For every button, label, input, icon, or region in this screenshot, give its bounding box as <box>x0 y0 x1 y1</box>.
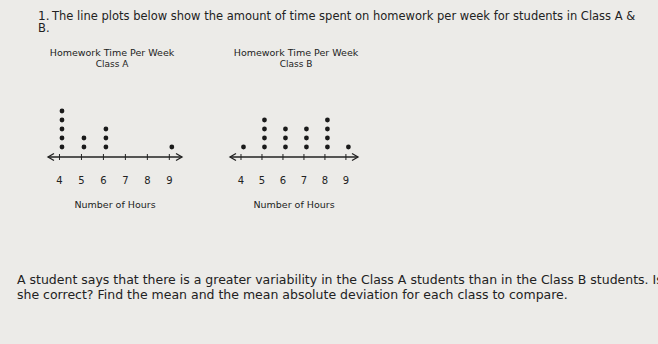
chart-title: Homework Time Per Week <box>50 47 175 58</box>
axis-line <box>48 156 182 157</box>
tick: 9 <box>343 154 349 186</box>
tick-label: 9 <box>166 175 172 186</box>
tick-mark <box>261 154 262 160</box>
tick: 9 <box>166 154 172 186</box>
tick-label: 6 <box>280 175 286 186</box>
dots <box>60 109 175 150</box>
tick-mark <box>103 154 104 160</box>
dot <box>325 136 330 141</box>
dot <box>241 145 246 150</box>
x-axis: 4 5 6 7 8 9 <box>48 154 182 186</box>
tick-mark <box>303 154 304 160</box>
dot <box>262 136 267 141</box>
tick-mark <box>345 154 346 160</box>
dot <box>304 127 309 132</box>
tick-mark <box>169 154 170 160</box>
dot <box>104 127 109 132</box>
dots <box>241 118 351 150</box>
dot <box>60 127 65 132</box>
tick-label: 7 <box>122 175 128 186</box>
dot <box>60 118 65 123</box>
tick: 6 <box>100 154 106 186</box>
dot <box>262 127 267 132</box>
dot <box>169 145 174 150</box>
question-line: she correct? Find the mean and the mean … <box>17 287 568 302</box>
tick: 5 <box>78 154 84 186</box>
tick: 4 <box>238 154 244 186</box>
axis-arrow <box>176 154 182 161</box>
dot <box>60 136 65 141</box>
tick-mark <box>125 154 126 160</box>
dot <box>283 145 288 150</box>
dot <box>60 145 65 150</box>
tick-mark <box>59 154 60 160</box>
dot <box>82 145 87 150</box>
question-line: A student says that there is a greater v… <box>17 272 658 287</box>
tick-label: 7 <box>301 175 307 186</box>
dot <box>262 118 267 123</box>
paper <box>0 0 658 344</box>
axis-arrow <box>352 154 358 161</box>
tick: 8 <box>322 154 328 186</box>
dot <box>104 145 109 150</box>
header-line: B. <box>38 21 50 35</box>
dot <box>325 145 330 150</box>
tick-label: 5 <box>259 175 265 186</box>
tick-label: 4 <box>238 175 244 186</box>
axis-arrow <box>230 154 236 161</box>
dot <box>325 118 330 123</box>
tick-mark <box>81 154 82 160</box>
tick-mark <box>147 154 148 160</box>
axis-arrow <box>48 154 54 161</box>
dot <box>60 109 65 114</box>
tick: 8 <box>144 154 150 186</box>
dot-plot: Homework Time Per WeekClass B 4 5 6 7 8 9 Numbe… <box>230 47 359 210</box>
tick-label: 8 <box>322 175 328 186</box>
dot <box>82 136 87 141</box>
tick-mark <box>324 154 325 160</box>
x-axis: 4 5 6 7 8 9 <box>230 154 358 186</box>
tick-label: 9 <box>343 175 349 186</box>
dot <box>325 127 330 132</box>
dot <box>283 127 288 132</box>
dot <box>283 136 288 141</box>
chart-subtitle: Class A <box>96 59 130 69</box>
chart-subtitle: Class B <box>280 59 313 69</box>
tick-label: 5 <box>78 175 84 186</box>
dot-plot: Homework Time Per WeekClass A 4 5 6 7 8 9 Numbe… <box>48 47 182 210</box>
tick: 7 <box>301 154 307 186</box>
tick: 6 <box>280 154 286 186</box>
worksheet: 1.The line plots below show the amount o… <box>0 0 658 344</box>
tick-mark <box>282 154 283 160</box>
x-axis-label: Number of Hours <box>253 199 334 210</box>
tick-mark <box>240 154 241 160</box>
tick-label: 6 <box>100 175 106 186</box>
x-axis-label: Number of Hours <box>74 199 155 210</box>
dot <box>304 136 309 141</box>
dot <box>304 145 309 150</box>
header-line: The line plots below show the amount of … <box>51 9 635 23</box>
dot <box>104 136 109 141</box>
dot <box>346 145 351 150</box>
axis-line <box>230 156 358 157</box>
tick: 4 <box>56 154 62 186</box>
tick: 7 <box>122 154 128 186</box>
tick-label: 8 <box>144 175 150 186</box>
tick-label: 4 <box>56 175 62 186</box>
dot <box>262 145 267 150</box>
tick: 5 <box>259 154 265 186</box>
chart-title: Homework Time Per Week <box>234 47 359 58</box>
